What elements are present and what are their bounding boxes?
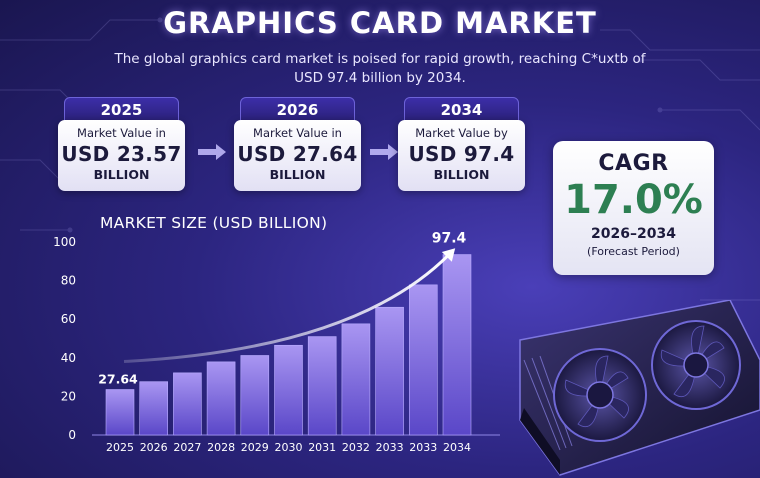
- y-tick-label: 100: [53, 235, 76, 249]
- x-tick-label: 2033: [409, 441, 437, 454]
- trend-arrow-head-icon: [441, 248, 456, 262]
- y-tick-label: 20: [61, 389, 76, 403]
- card-unit: BILLION: [269, 167, 326, 182]
- card-value: USD 23.57: [61, 142, 182, 166]
- y-tick-label: 80: [61, 274, 76, 288]
- data-label: 27.64: [98, 372, 138, 387]
- bar: [139, 381, 168, 436]
- trend-arrow: [123, 251, 453, 364]
- cagr-period: 2026–2034: [591, 226, 676, 242]
- cagr-label: CAGR: [598, 151, 669, 176]
- y-tick-label: 40: [61, 351, 76, 365]
- card-year: 2034: [404, 97, 519, 123]
- card-body: Market Value in USD 23.57 BILLION: [58, 120, 185, 191]
- card-year: 2026: [240, 97, 355, 123]
- market-card-2025: 2025 Market Value in USD 23.57 BILLION: [58, 97, 185, 193]
- cagr-note: (Forecast Period): [587, 245, 680, 258]
- x-tick-label: 2029: [241, 441, 269, 454]
- arrow-right-icon: [198, 144, 226, 160]
- y-tick-label: 0: [68, 428, 76, 442]
- x-tick-label: 2034: [443, 441, 471, 454]
- market-card-2026: 2026 Market Value in USD 27.64 BILLION: [234, 97, 361, 193]
- bar: [274, 344, 303, 436]
- card-unit: BILLION: [433, 167, 490, 182]
- card-value: USD 97.4: [408, 142, 515, 166]
- card-unit: BILLION: [93, 167, 150, 182]
- bar: [307, 336, 337, 436]
- bar: [173, 372, 202, 436]
- x-tick-label: 2025: [106, 441, 134, 454]
- data-label: 97.4: [432, 231, 467, 247]
- bar: [375, 306, 404, 436]
- card-label: Market Value in: [253, 126, 342, 140]
- chart-title: MARKET SIZE (USD BILLION): [100, 214, 328, 232]
- x-tick-label: 2033: [376, 441, 404, 454]
- x-tick-label: 2026: [140, 441, 168, 454]
- graphics-card-image: [519, 300, 760, 476]
- bar: [206, 361, 236, 436]
- bar-chart: 0 20 40 60 80 100 2025 2026 2027 2028 2029 2030 203…: [53, 231, 500, 454]
- card-label: Market Value in: [77, 126, 166, 140]
- cagr-box: CAGR 17.0% 2026–2034 (Forecast Period): [553, 141, 714, 275]
- page-title: GRAPHICS CARD MARKET: [163, 6, 597, 40]
- x-tick-label: 2032: [342, 441, 370, 454]
- x-tick-label: 2028: [207, 441, 235, 454]
- x-tick-label: 2030: [275, 441, 303, 454]
- x-tick-label: 2027: [173, 441, 201, 454]
- card-label: Market Value by: [415, 126, 508, 140]
- card-body: Market Value by USD 97.4 BILLION: [398, 120, 525, 191]
- bar: [240, 355, 270, 436]
- cagr-value: 17.0%: [564, 177, 703, 223]
- page-subtitle: The global graphics card market is poise…: [114, 51, 646, 86]
- card-value: USD 27.64: [237, 142, 358, 166]
- card-body: Market Value in USD 27.64 BILLION: [234, 120, 361, 191]
- y-tick-label: 60: [61, 312, 76, 326]
- arrow-right-icon: [370, 144, 398, 160]
- bar: [408, 284, 438, 436]
- market-card-2034: 2034 Market Value by USD 97.4 BILLION: [398, 97, 525, 193]
- bar: [442, 254, 472, 436]
- x-tick-label: 2031: [308, 441, 336, 454]
- bar: [341, 323, 371, 436]
- bar: [105, 389, 135, 436]
